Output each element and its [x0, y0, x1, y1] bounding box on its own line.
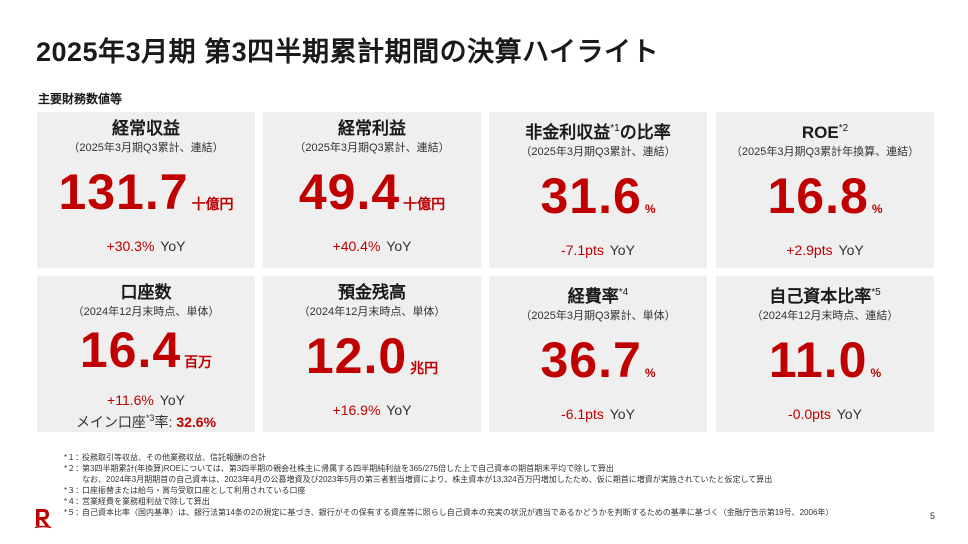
card-unit: % — [644, 366, 656, 380]
card-roe: ROE*2 （2025年3月期Q3累計年換算、連結） 16.8% +2.9pts… — [716, 112, 934, 268]
card-title: 経費率*4 — [567, 287, 629, 306]
card-ordinary-profit: 経常利益 （2025年3月期Q3累計、連結） 49.4 十億円 +40.4% Yo… — [263, 112, 481, 268]
footnote: *３： 口座振替または給与・賞与受取口座として利用されている口座 — [64, 486, 306, 495]
card-unit: 十億円 — [191, 196, 234, 212]
card-unit: 百万 — [184, 354, 213, 370]
card-subtitle: （2024年12月末時点、連結） — [751, 310, 899, 322]
card-change: +16.9% YoY — [332, 402, 412, 418]
card-change: -7.1pts YoY — [561, 242, 635, 258]
card-change: +11.6% YoY — [107, 392, 185, 408]
card-subtitle: （2025年3月期Q3累計年換算、連結） — [730, 146, 920, 158]
card-change: +30.3% YoY — [106, 238, 186, 254]
page-title: 2025年3月期 第3四半期累計期間の決算ハイライト — [36, 37, 660, 67]
card-title: 預金残高 — [338, 283, 406, 302]
card-unit: % — [870, 366, 882, 380]
card-unit: % — [644, 202, 656, 216]
card-value: 12.0 兆円 — [305, 328, 439, 384]
card-subtitle: （2024年12月末時点、単体） — [72, 306, 220, 318]
card-value: 16.8% — [767, 168, 883, 224]
card-change: +2.9pts YoY — [786, 242, 864, 258]
card-value: 131.7 十億円 — [58, 164, 234, 220]
card-unit: 十億円 — [403, 196, 446, 212]
card-accounts: 口座数 （2024年12月末時点、単体） 16.4 百万 +11.6% YoY メ… — [37, 276, 255, 432]
card-expense-ratio: 経費率*4 （2025年3月期Q3累計、単体） 36.7% -6.1pts Yo… — [489, 276, 707, 432]
card-unit: % — [871, 202, 883, 216]
card-unit: 兆円 — [410, 360, 439, 376]
card-value: 36.7% — [540, 332, 656, 388]
card-subtitle: （2025年3月期Q3累計、連結） — [294, 142, 450, 154]
card-subtitle: （2025年3月期Q3累計、連結） — [68, 142, 224, 154]
card-value: 11.0% — [768, 332, 882, 388]
card-title: 自己資本比率*5 — [769, 287, 881, 306]
rakuten-r-logo-icon — [34, 509, 52, 529]
card-capital-ratio: 自己資本比率*5 （2024年12月末時点、連結） 11.0% -0.0pts … — [716, 276, 934, 432]
card-value: 16.4 百万 — [79, 322, 213, 378]
card-change: +40.4% YoY — [332, 238, 412, 254]
card-value: 31.6% — [540, 168, 656, 224]
main-account-ratio: メイン口座*3率: 32.6% — [75, 413, 217, 430]
card-title: 経常収益 — [112, 119, 180, 138]
section-label: 主要財務数値等 — [38, 92, 123, 106]
card-title: 口座数 — [120, 283, 172, 302]
card-title: 非金利収益*1の比率 — [525, 123, 671, 142]
card-ordinary-revenue: 経常収益 （2025年3月期Q3累計、連結） 131.7 十億円 +30.3% Y… — [37, 112, 255, 268]
card-subtitle: （2025年3月期Q3累計、連結） — [520, 146, 676, 158]
page-number: 5 — [930, 511, 936, 521]
footnotes: *１： 役務取引等収益、その他業務収益、信託報酬の合計 *２： 第3四半期累計(年換… — [64, 452, 944, 518]
card-title: 経常利益 — [338, 119, 406, 138]
footnote-continuation: なお、2024年3月期期首の自己資本は、2023年4月の公募増資及び2023年5… — [82, 475, 773, 484]
footnote: *１： 役務取引等収益、その他業務収益、信託報酬の合計 — [64, 453, 266, 462]
card-value: 49.4 十億円 — [298, 164, 446, 220]
card-title: ROE*2 — [801, 123, 849, 142]
footnote: *２： 第3四半期累計(年換算)ROEについては、第3四半期の親会社株主に帰属する… — [64, 464, 614, 473]
footnote: *４： 営業経費を業務粗利益で除して算出 — [64, 497, 210, 506]
card-subtitle: （2025年3月期Q3累計、単体） — [520, 310, 676, 322]
card-subtitle: （2024年12月末時点、単体） — [298, 306, 446, 318]
card-deposit-balance: 預金残高 （2024年12月末時点、単体） 12.0 兆円 +16.9% YoY — [263, 276, 481, 432]
footnote: *５： 自己資本比率（国内基準）は、銀行法第14条の2の規定に基づき、銀行がその保… — [64, 508, 834, 517]
card-non-interest-income-ratio: 非金利収益*1の比率 （2025年3月期Q3累計、連結） 31.6% -7.1p… — [489, 112, 707, 268]
card-change: -0.0pts YoY — [788, 406, 862, 422]
card-change: -6.1pts YoY — [561, 406, 635, 422]
